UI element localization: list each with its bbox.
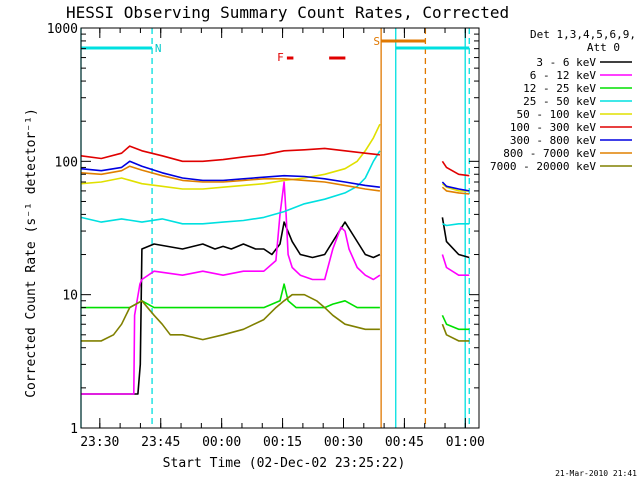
- series-line-2: [81, 283, 380, 309]
- x-tick-label: 00:30: [324, 435, 363, 450]
- legend-label: 7000 - 20000 keV: [490, 160, 596, 173]
- x-tick-label: 23:45: [141, 435, 180, 450]
- x-tick-label: 00:00: [202, 435, 241, 450]
- legend-label: 50 - 100 keV: [517, 108, 597, 121]
- y-tick-label: 1: [70, 422, 78, 437]
- plot-frame: [80, 27, 480, 429]
- legend-attenuator: Att 0: [587, 41, 620, 54]
- x-tick-label: 01:00: [446, 435, 485, 450]
- y-axis-title: Corrected Count Rate (s⁻¹ detector⁻¹): [24, 108, 39, 398]
- y-tick-label: 100: [55, 155, 78, 170]
- legend-label: 800 - 7000 keV: [503, 147, 596, 160]
- x-tick-label: 00:15: [263, 435, 302, 450]
- series-line-5: [80, 145, 380, 163]
- series-line-2: [441, 314, 470, 331]
- series-line-8: [81, 293, 380, 342]
- series-line-6: [80, 160, 380, 188]
- plot-axes: 1 10 100 1000 23:30 23:45 00:00 00:15 00:30 00:45…: [47, 22, 485, 450]
- y-axis-title-wrap: Corrected Count Rate (s⁻¹ detector⁻¹): [24, 108, 39, 398]
- legend-detectors: Det 1,3,4,5,6,9,: [530, 28, 636, 41]
- series-line-0: [81, 221, 381, 395]
- legend-label: 6 - 12 keV: [530, 69, 597, 82]
- flag-bars: N F S: [81, 35, 470, 64]
- x-tick-label: 00:45: [385, 435, 424, 450]
- series-layer: [80, 123, 470, 395]
- series-line-3: [442, 223, 470, 227]
- x-axis-title: Start Time (02-Dec-02 23:25:22): [163, 456, 406, 471]
- legend-label: 25 - 50 keV: [523, 95, 596, 108]
- series-line-6: [441, 181, 470, 192]
- series-line-8: [441, 323, 470, 342]
- legend-label: 3 - 6 keV: [536, 56, 596, 69]
- plot-timestamp: 21-Mar-2010 21:41: [555, 469, 637, 478]
- y-tick-label: 1000: [47, 22, 78, 37]
- y-tick-label: 10: [62, 289, 78, 304]
- series-line-7: [80, 165, 381, 192]
- x-tick-label: 23:30: [80, 435, 119, 450]
- legend-label: 12 - 25 keV: [523, 82, 596, 95]
- flag-label-f: F: [277, 51, 284, 64]
- flag-label-s: S: [373, 35, 380, 48]
- flag-label-n: N: [155, 42, 162, 55]
- chart-title: HESSI Observing Summary Count Rates, Cor…: [66, 3, 509, 22]
- interval-lines: [80, 28, 470, 428]
- series-line-1: [441, 254, 470, 277]
- series-line-5: [441, 160, 470, 177]
- series-line-0: [441, 217, 470, 259]
- legend-label: 300 - 800 keV: [510, 134, 596, 147]
- series-line-1: [81, 181, 381, 395]
- series-line-4: [80, 123, 381, 190]
- series-line-7: [441, 186, 470, 195]
- series-line-4: [441, 183, 470, 192]
- legend-label: 100 - 300 keV: [510, 121, 596, 134]
